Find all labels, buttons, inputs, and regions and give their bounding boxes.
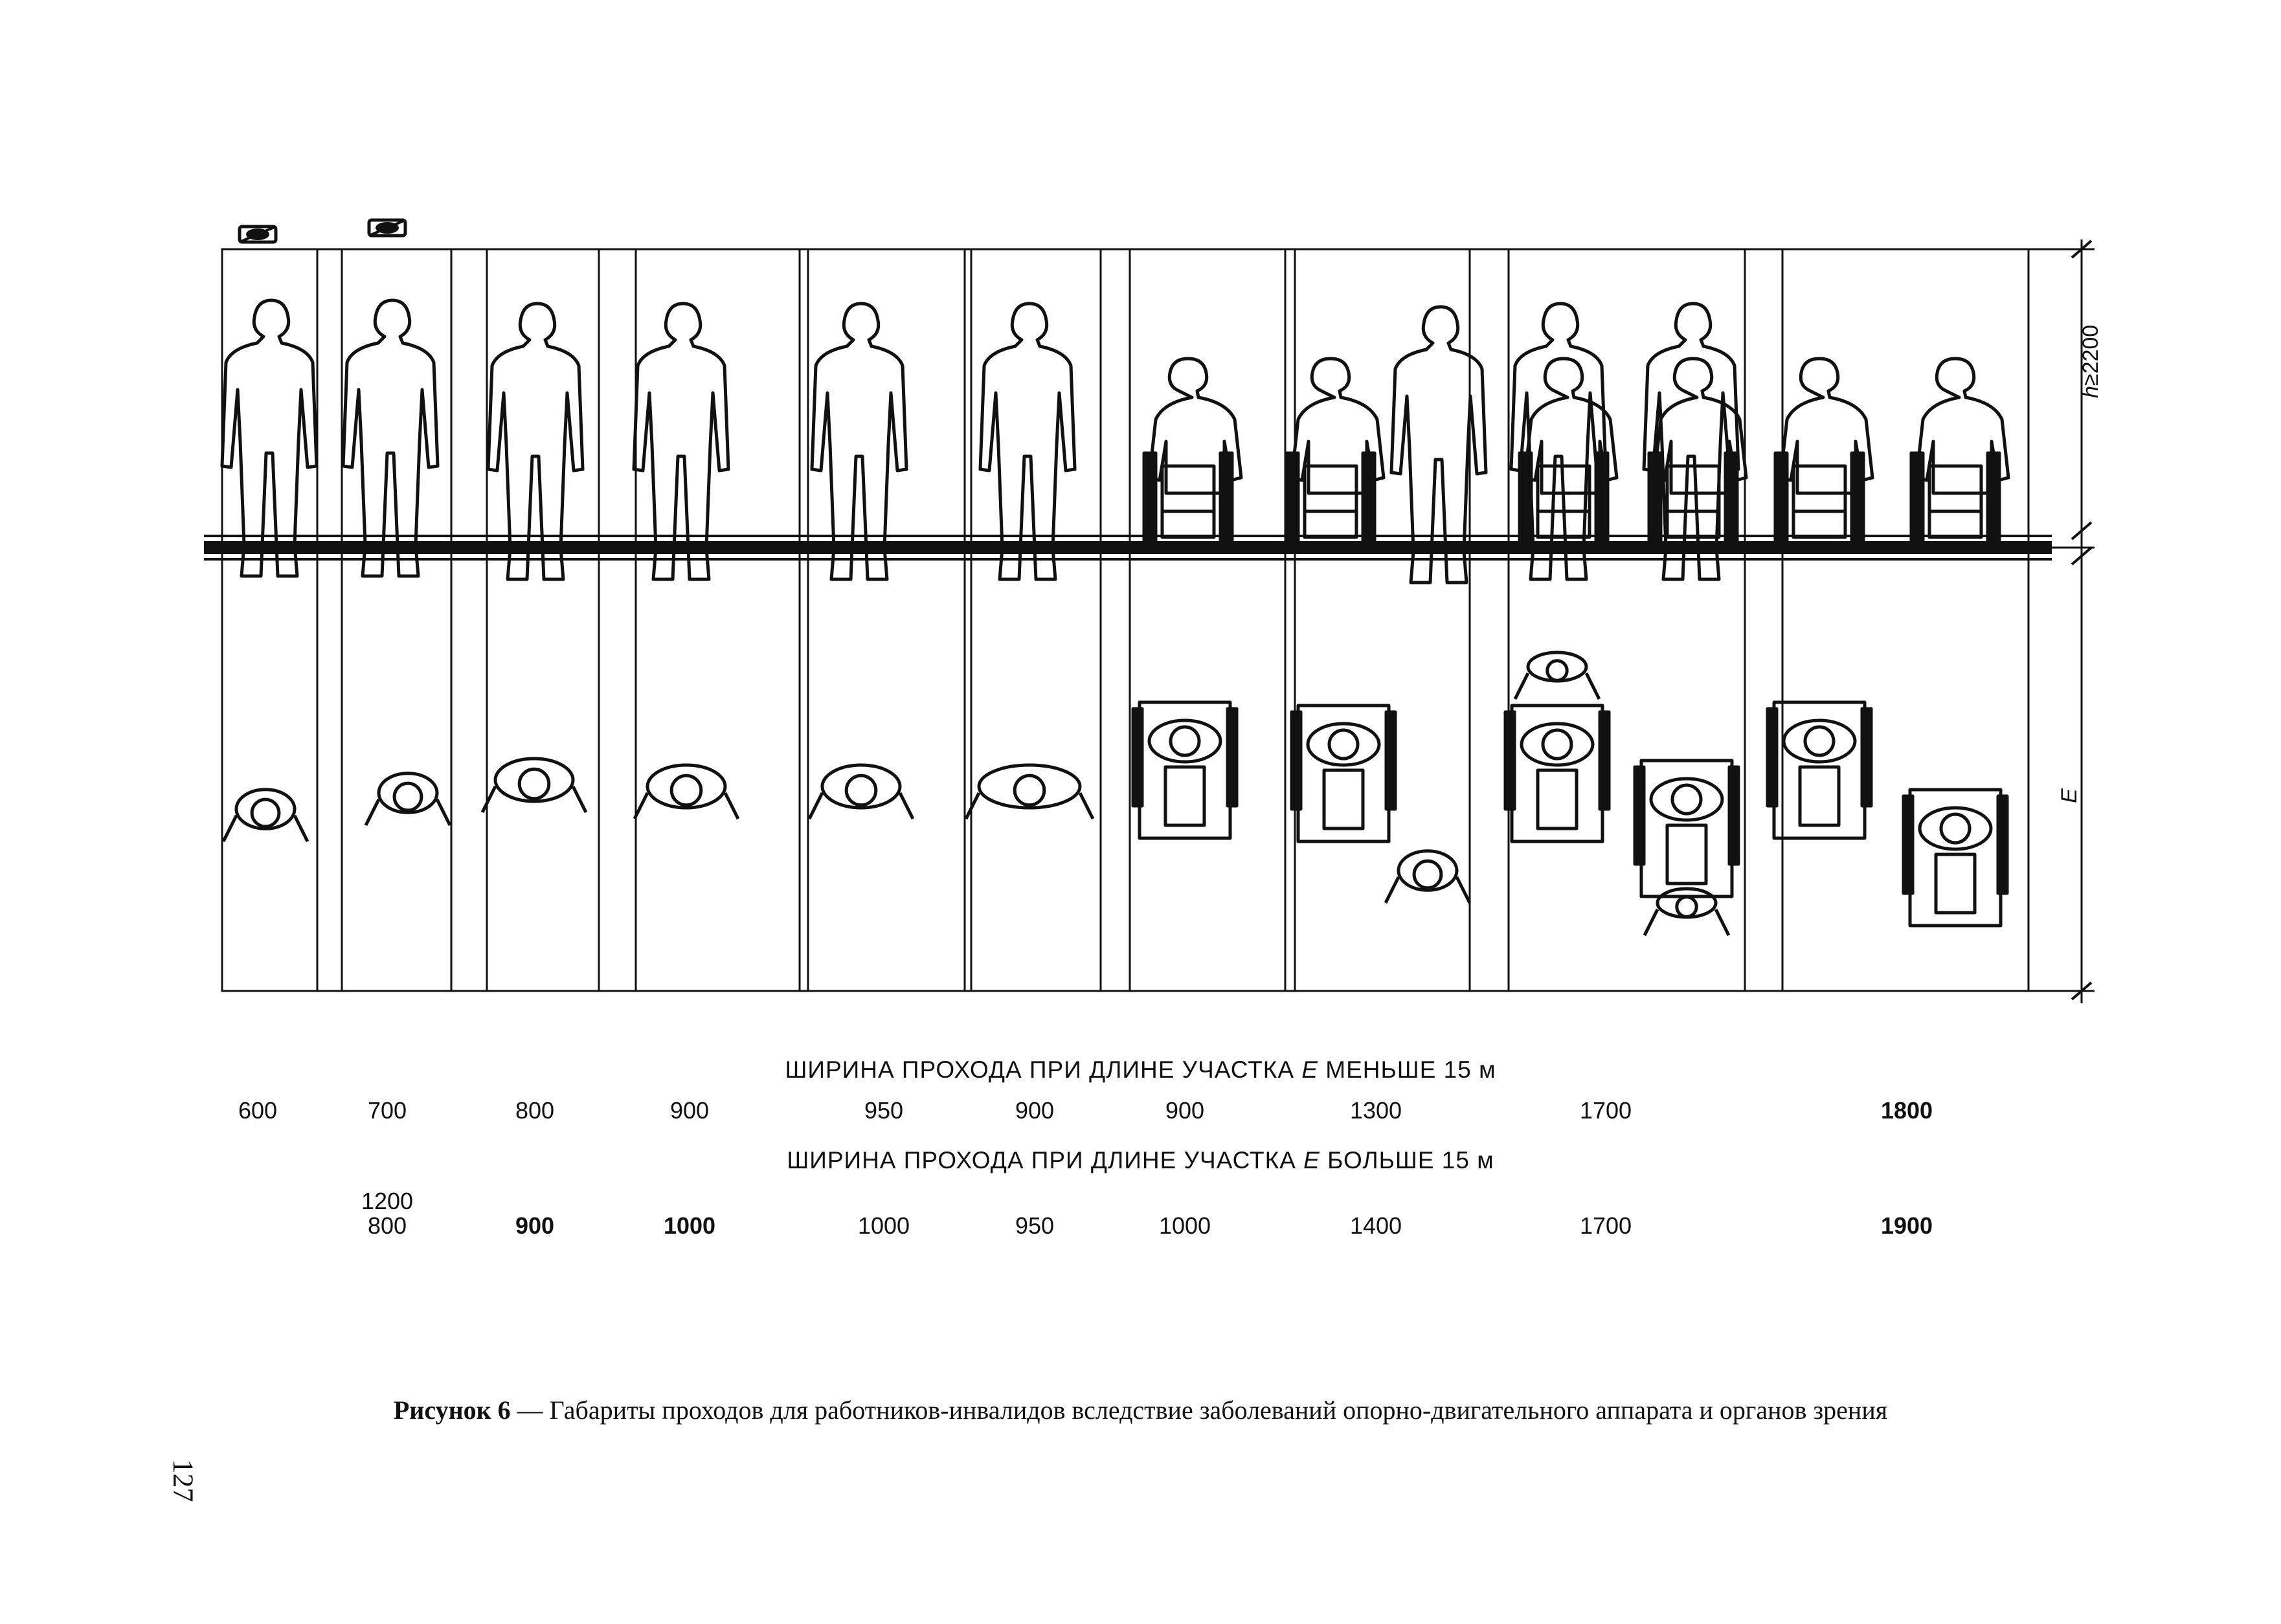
standing-person-figure — [810, 302, 908, 581]
standing-person-figure — [341, 298, 440, 578]
wheelchair-user-figure — [1909, 357, 2010, 552]
wheelchair-user-figure — [1142, 357, 1243, 552]
assistant-top-view — [1513, 651, 1601, 700]
blind-user-top-view — [364, 772, 452, 827]
width-value-less-15m: 800 — [515, 1097, 555, 1124]
standing-person-figure — [978, 302, 1077, 581]
width-value-more-15m: 1400 — [1349, 1212, 1402, 1239]
width-value-more-15m: 800 — [367, 1212, 407, 1239]
pedestrian-top-view — [1384, 849, 1472, 904]
standing-person-figure — [220, 298, 319, 578]
figure-caption: Рисунок 6 — Габариты проходов для работн… — [393, 1396, 1888, 1425]
width-value-less-15m: 600 — [238, 1097, 278, 1124]
wheelchair-top-view — [1902, 788, 2009, 928]
two-sticks-user-top-view — [480, 757, 588, 814]
width-value-more-15m: 1000 — [663, 1212, 716, 1239]
blind-symbol-icon — [367, 218, 407, 238]
width-value-more-15m: 1900 — [1880, 1212, 1933, 1239]
width-value-more-15m: 950 — [1015, 1212, 1055, 1239]
floor-line — [204, 541, 2052, 554]
standing-person-figure — [1389, 305, 1488, 584]
wheelchair-top-view — [1503, 704, 1611, 843]
walking-frame-user-top-view — [964, 763, 1095, 820]
width-value-less-15m: 1700 — [1579, 1097, 1632, 1124]
width-value-more-15m: 1000 — [1158, 1212, 1211, 1239]
standing-person-figure — [632, 302, 730, 581]
blind-symbol-icon — [238, 225, 278, 244]
width-value-less-15m: 1300 — [1349, 1097, 1402, 1124]
crutches-user-top-view — [633, 763, 740, 820]
crutches-user-top-view — [807, 763, 915, 820]
width-value-less-15m: 900 — [1165, 1097, 1205, 1124]
wheelchair-user-figure — [1518, 357, 1619, 552]
header-length-more-15m: ШИРИНА ПРОХОДА ПРИ ДЛИНЕ УЧАСТКА Е БОЛЬШ… — [787, 1147, 1494, 1174]
height-dimension-label: h≥2200 — [2078, 324, 2103, 398]
width-value-more-15m: 1000 — [857, 1212, 910, 1239]
width-value-more-15m: 1700 — [1579, 1212, 1632, 1239]
blind-user-top-view — [221, 788, 309, 843]
page-number: 127 — [167, 1459, 199, 1502]
wheelchair-top-view — [1131, 700, 1239, 840]
wheelchair-top-view — [1290, 704, 1397, 843]
wheelchair-user-figure — [1647, 357, 1748, 552]
width-value-less-15m: 700 — [367, 1097, 407, 1124]
wheelchair-user-figure — [1773, 357, 1874, 552]
width-value-less-15m: 950 — [864, 1097, 904, 1124]
width-value-less-15m: 900 — [1015, 1097, 1055, 1124]
wheelchair-top-view — [1633, 759, 1740, 898]
length-dimension-label: Е — [2056, 788, 2082, 803]
assistant-top-view — [1643, 887, 1731, 937]
wheelchair-user-figure — [1285, 357, 1386, 552]
width-value-less-15m: 1800 — [1880, 1097, 1933, 1124]
standing-person-figure — [486, 302, 585, 581]
width-value-more-15m-alt: 1200 — [361, 1188, 414, 1214]
wheelchair-top-view — [1766, 700, 1873, 840]
width-value-less-15m: 900 — [669, 1097, 710, 1124]
width-value-more-15m: 900 — [515, 1212, 555, 1239]
header-length-less-15m: ШИРИНА ПРОХОДА ПРИ ДЛИНЕ УЧАСТКА Е МЕНЬШ… — [785, 1056, 1496, 1083]
drawing-frame — [221, 248, 2030, 992]
